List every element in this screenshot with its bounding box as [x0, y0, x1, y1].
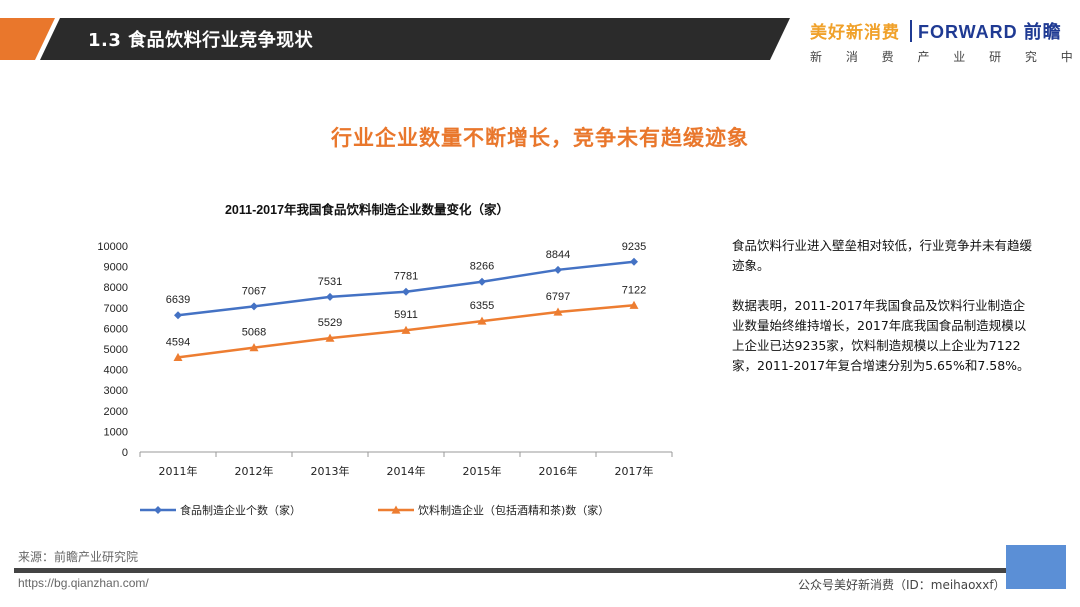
x-tick-label: 2013年: [311, 464, 350, 478]
legend-marker: [154, 506, 162, 514]
brand-en-name: FORWARD 前瞻: [918, 22, 1062, 42]
data-label: 5911: [394, 309, 418, 321]
header-bar: 1.3 食品饮料行业竞争现状: [0, 18, 790, 60]
chart-axes: 0 1000 2000 3000 4000 5000 6000 7000 8000 9000 100…: [97, 241, 673, 478]
y-tick-label: 2000: [104, 406, 128, 418]
data-point: [173, 352, 183, 361]
chart-title: 2011-2017年我国食品饮料制造企业数量变化（家）: [225, 202, 509, 217]
footer-wechat-id: 公众号美好新消费（ID：meihaoxxf）: [798, 578, 1006, 592]
data-point: [326, 292, 334, 301]
footer-url[interactable]: https://bg.qianzhan.com/: [18, 576, 149, 590]
data-label: 6355: [470, 300, 494, 312]
data-label: 9235: [622, 241, 646, 253]
chart-container: 2011-2017年我国食品饮料制造企业数量变化（家） 0 1000 2000 300…: [60, 190, 700, 530]
legend-label: 饮料制造企业（包括酒精和茶)数（家）: [418, 503, 609, 517]
x-tick-label: 2011年: [159, 464, 198, 478]
source-note: 来源：前瞻产业研究院: [18, 550, 139, 564]
y-tick-label: 1000: [104, 426, 128, 438]
data-label: 7122: [622, 284, 646, 296]
y-tick-label: 10000: [97, 241, 128, 253]
footer-corner-block: [1006, 545, 1066, 589]
data-point: [401, 325, 411, 334]
y-tick-label: 6000: [104, 323, 128, 335]
y-tick-label: 8000: [104, 282, 128, 294]
brand-logo: 美好新消费 FORWARD 前瞻 新 消 费 产 业 研 究 中 心: [808, 18, 1080, 68]
y-tick-label: 3000: [104, 385, 128, 397]
data-point: [249, 343, 259, 352]
legend-label: 食品制造企业个数（家）: [180, 503, 301, 517]
data-label: 7067: [242, 285, 266, 297]
x-tick-label: 2015年: [463, 464, 502, 478]
data-label: 6639: [166, 294, 190, 306]
data-label: 7531: [318, 276, 342, 288]
data-point: [478, 277, 486, 286]
footer-divider: [14, 568, 1014, 573]
chart-series: 6639 7067 7531 7781 8266 8844 9235 4594 5068 5529…: [166, 241, 646, 361]
data-point: [554, 265, 562, 274]
headline: 行业企业数量不断增长，竞争未有趋缓迹象: [331, 126, 749, 150]
data-point: [402, 287, 410, 296]
side-paragraph-1: 食品饮料行业进入壁垒相对较低，行业竞争并未有趋缓迹象。: [732, 238, 1033, 273]
brand-subtitle: 新 消 费 产 业 研 究 中 心: [810, 50, 1080, 64]
data-point: [325, 333, 335, 342]
y-tick-label: 9000: [104, 262, 128, 274]
y-tick-label: 7000: [104, 303, 128, 315]
x-tick-label: 2012年: [235, 464, 274, 478]
brand-separator: [910, 20, 912, 42]
x-tick-label: 2014年: [387, 464, 426, 478]
x-tick-label: 2016年: [539, 464, 578, 478]
data-point: [630, 257, 638, 266]
data-label: 8844: [546, 249, 570, 261]
data-label: 5529: [318, 317, 342, 329]
y-tick-label: 5000: [104, 344, 128, 356]
line-chart: 2011-2017年我国食品饮料制造企业数量变化（家） 0 1000 2000 300…: [97, 202, 673, 517]
data-label: 7781: [394, 271, 418, 283]
page-title: 1.3 食品饮料行业竞争现状: [88, 30, 314, 51]
data-label: 5068: [242, 327, 266, 339]
side-paragraph-2: 数据表明，2011-2017年我国食品及饮料行业制造企业数量始终维持增长，201…: [732, 298, 1030, 373]
y-tick-label: 4000: [104, 365, 128, 377]
x-tick-label: 2017年: [615, 464, 654, 478]
data-point: [553, 307, 563, 316]
side-text: 食品饮料行业进入壁垒相对较低，行业竞争并未有趋缓迹象。 数据表明，2011-20…: [732, 236, 1032, 396]
data-label: 8266: [470, 261, 494, 273]
data-label: 6797: [546, 291, 570, 303]
header-background: [0, 18, 790, 60]
data-label: 4594: [166, 336, 190, 348]
y-tick-label: 0: [122, 447, 128, 459]
brand-cn-name: 美好新消费: [810, 23, 900, 43]
data-point: [629, 300, 639, 309]
chart-legend: 食品制造企业个数（家） 饮料制造企业（包括酒精和茶)数（家）: [140, 503, 609, 517]
legend-marker: [391, 505, 401, 514]
data-point: [174, 311, 182, 320]
data-point: [477, 316, 487, 325]
data-point: [250, 302, 258, 311]
